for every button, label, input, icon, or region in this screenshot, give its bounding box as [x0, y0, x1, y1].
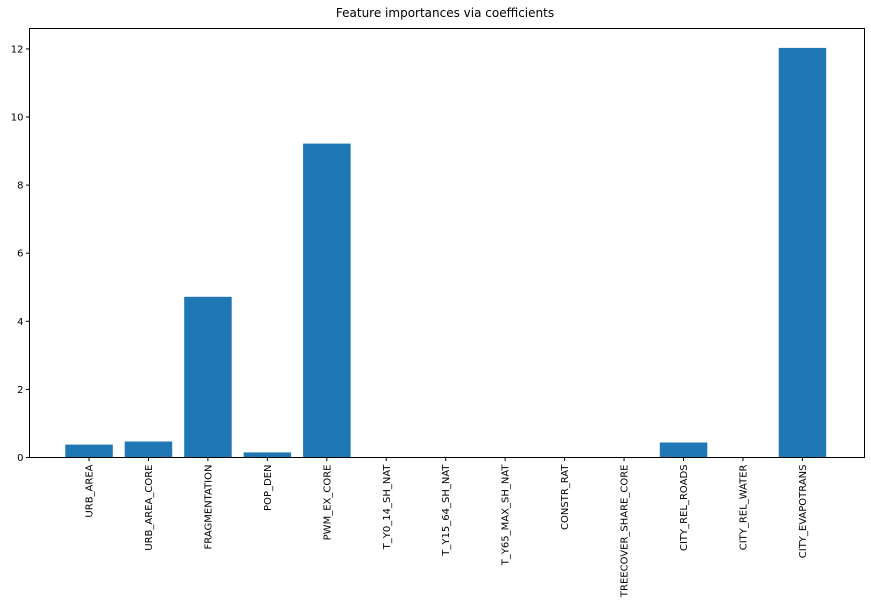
bar-city-rel-roads	[659, 442, 708, 458]
chart-title: Feature importances via coefficients	[336, 6, 554, 20]
x-tick-label: CITY_REL_ROADS	[679, 465, 690, 552]
bar-pop-den	[243, 452, 292, 458]
x-tick-label: T_Y0_14_SH_NAT	[382, 464, 393, 551]
bar-urb-area-core	[124, 441, 173, 458]
x-tick-label: POP_DEN	[263, 465, 274, 511]
x-tick-label: CITY_EVAPOTRANS	[798, 465, 809, 559]
y-tick-label: 0	[17, 453, 23, 464]
x-tick-label: CONSTR_RAT	[560, 464, 571, 530]
bar-city-evapotrans	[778, 47, 827, 458]
y-tick-label: 4	[17, 317, 23, 328]
y-axis: 0 2 4 6 8 10 12	[11, 44, 30, 464]
bars-group	[65, 47, 827, 458]
plot-frame	[29, 28, 865, 458]
x-tick-label: URB_AREA	[85, 464, 96, 517]
y-tick-label: 8	[17, 181, 23, 192]
x-tick-label: PWM_EX_CORE	[322, 465, 333, 541]
x-tick-label: T_Y65_MAX_SH_NAT	[501, 464, 512, 567]
y-tick-label: 2	[17, 385, 23, 396]
x-tick-label: CITY_REL_WATER	[738, 464, 749, 550]
bar-urb-area	[65, 444, 113, 458]
x-axis: URB_AREA URB_AREA_CORE FRAGMENTATION POP_DE…	[85, 457, 809, 599]
y-tick-label: 10	[11, 113, 24, 124]
y-tick-label: 12	[11, 44, 24, 55]
y-tick-label: 6	[17, 249, 23, 260]
x-tick-label: URB_AREA_CORE	[144, 465, 155, 551]
bar-pwm-ex-core	[303, 143, 351, 458]
x-tick-label: TREECOVER_SHARE_CORE	[620, 465, 631, 599]
x-tick-label: T_Y15_64_SH_NAT	[441, 464, 452, 557]
x-tick-label: FRAGMENTATION	[203, 465, 214, 550]
bar-fragmentation	[184, 296, 232, 458]
